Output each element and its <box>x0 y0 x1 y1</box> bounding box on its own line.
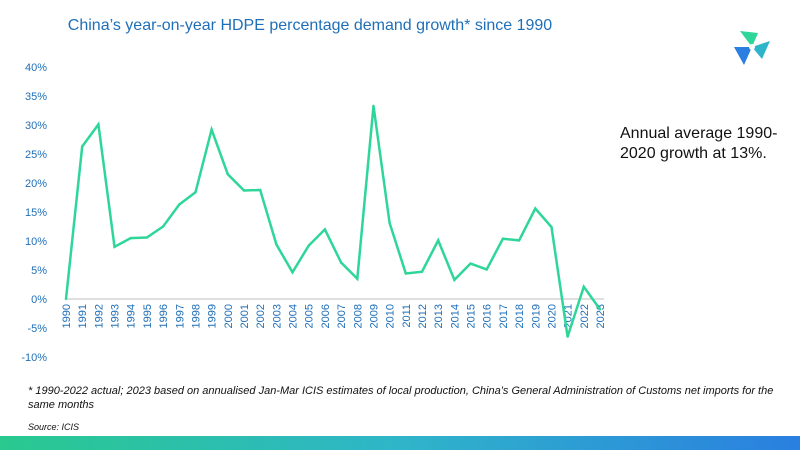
x-tick-label: 2006 <box>320 304 332 328</box>
footnote: * 1990-2022 actual; 2023 based on annual… <box>28 385 774 411</box>
x-tick-label: 2000 <box>223 304 235 328</box>
x-tick-label: 1993 <box>110 304 122 328</box>
x-tick-label: 2005 <box>304 304 316 328</box>
x-tick-label: 1997 <box>174 304 186 328</box>
y-tick-label: 25% <box>25 149 47 161</box>
x-tick-label: 1995 <box>142 304 154 328</box>
data-point <box>550 225 553 229</box>
data-point <box>453 278 456 282</box>
x-tick-label: 1990 <box>61 304 73 328</box>
x-tick-label: 2007 <box>336 304 348 328</box>
data-point <box>534 207 537 210</box>
x-tick-label: 2019 <box>530 304 542 328</box>
data-point <box>275 243 278 246</box>
chart-title: China’s year-on-year HDPE percentage dem… <box>67 17 553 34</box>
x-tick-label: 2003 <box>271 304 283 328</box>
pinwheel-logo-icon <box>734 31 770 65</box>
data-point <box>582 285 586 289</box>
x-tick-label: 2017 <box>498 304 510 328</box>
x-tick-label: 2016 <box>482 304 494 328</box>
data-point <box>339 261 343 264</box>
x-tick-label: 2014 <box>449 304 461 328</box>
data-point <box>226 173 230 176</box>
y-tick-label: 5% <box>31 265 47 277</box>
data-point <box>485 268 488 271</box>
y-tick-label: -10% <box>21 352 47 364</box>
x-tick-label: 1996 <box>158 304 170 328</box>
data-point <box>145 236 149 239</box>
x-tick-label: 1991 <box>77 304 89 328</box>
y-tick-label: 40% <box>25 62 47 74</box>
x-tick-label: 2010 <box>385 304 397 328</box>
data-point <box>178 203 181 206</box>
x-tick-label: 2009 <box>368 304 380 328</box>
source-note: Source: ICIS <box>28 422 80 432</box>
bottom-gradient-bar <box>0 436 800 450</box>
data-point <box>291 271 294 274</box>
x-tick-label: 2020 <box>546 304 558 328</box>
data-point <box>97 123 100 126</box>
x-tick-label: 2013 <box>433 304 445 328</box>
data-point <box>356 277 359 280</box>
data-point <box>64 297 68 301</box>
x-tick-label: 2004 <box>288 304 300 328</box>
y-tick-label: 30% <box>25 120 47 132</box>
x-tick-label: 2011 <box>401 304 413 328</box>
data-point <box>436 239 440 242</box>
y-tick-label: 10% <box>25 236 47 248</box>
data-point <box>80 145 84 148</box>
x-tick-label: 2012 <box>417 304 429 328</box>
data-point <box>598 308 602 311</box>
series-line <box>64 105 602 338</box>
data-point <box>404 272 408 275</box>
data-point <box>210 128 213 131</box>
y-tick-label: 35% <box>25 91 47 103</box>
data-point <box>113 245 116 248</box>
y-tick-label: -5% <box>27 323 47 335</box>
data-point <box>566 335 569 338</box>
line-chart: 40% 35% 30% 25% 20% 15% 10% 5% 0% -5% -10% 1990 1991… <box>21 62 607 364</box>
data-point <box>258 188 262 192</box>
data-point <box>323 228 327 231</box>
data-point <box>242 189 246 192</box>
data-point <box>129 236 132 240</box>
x-tick-label: 2023 <box>595 304 607 328</box>
data-point <box>194 191 197 194</box>
data-point <box>388 221 391 225</box>
x-tick-label: 2008 <box>352 304 364 328</box>
x-tick-label: 1998 <box>190 304 202 328</box>
x-tick-label: 1992 <box>93 304 105 328</box>
data-point <box>161 225 165 228</box>
x-tick-label: 2022 <box>579 304 591 328</box>
y-tick-label: 20% <box>25 178 47 190</box>
x-tick-label: 2018 <box>514 304 526 328</box>
y-tick-label: 15% <box>25 207 47 219</box>
x-tick-label: 1994 <box>126 304 138 328</box>
x-tick-label: 2001 <box>239 304 251 328</box>
data-point <box>501 237 505 240</box>
growth-annotation: Annual average 1990-2020 growth at 13%. <box>620 125 778 162</box>
data-point <box>517 239 521 242</box>
x-tick-label: 2015 <box>466 304 478 328</box>
data-point <box>469 262 472 265</box>
x-tick-label: 2002 <box>255 304 267 328</box>
y-tick-label: 0% <box>31 294 47 306</box>
data-point <box>372 104 375 108</box>
data-point <box>307 244 310 247</box>
data-point <box>420 270 424 273</box>
x-tick-label: 1999 <box>207 304 219 328</box>
